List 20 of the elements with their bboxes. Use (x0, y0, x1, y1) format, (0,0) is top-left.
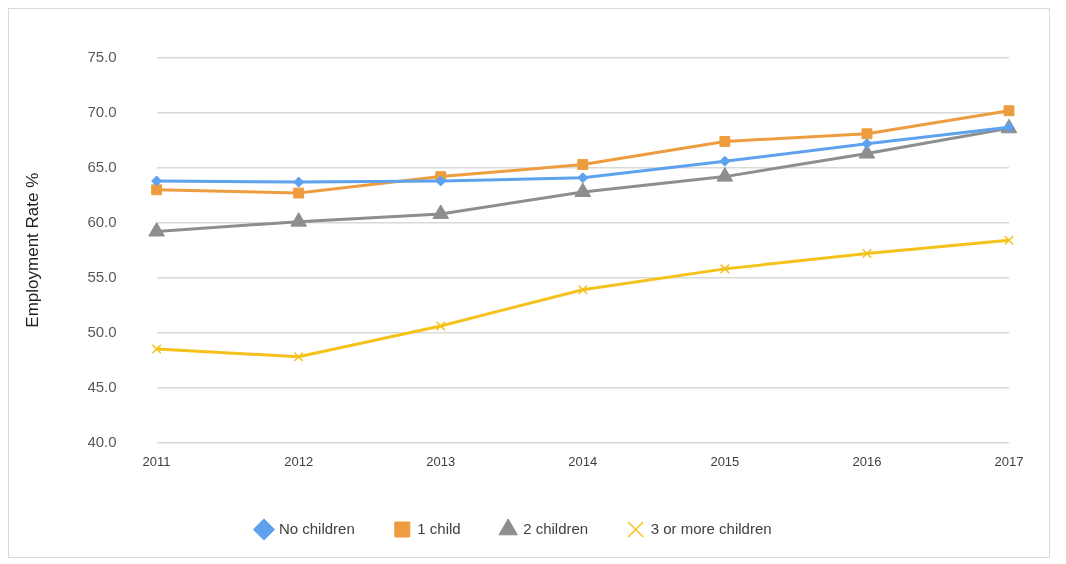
y-tick-label: 60.0 (87, 212, 117, 230)
x-tick-label: 2013 (426, 453, 456, 469)
x-tick-label: 2016 (852, 453, 882, 469)
y-tick-label: 50.0 (87, 322, 117, 340)
x-tick-label: 2011 (142, 453, 171, 469)
legend-label: No children (278, 519, 355, 537)
x-tick-label: 2017 (994, 453, 1024, 469)
y-tick-label: 40.0 (87, 432, 117, 450)
x-tick-label: 2014 (568, 453, 598, 469)
x-tick-label: 2015 (710, 453, 740, 469)
legend-label: 1 child (417, 519, 461, 537)
y-axis-title: Employment Rate % (22, 172, 42, 328)
y-tick-label: 65.0 (87, 157, 117, 175)
y-tick-label: 70.0 (87, 103, 117, 121)
legend-label: 2 children (523, 519, 589, 537)
legend-label: 3 or more children (650, 519, 772, 537)
y-tick-label: 55.0 (87, 267, 117, 285)
x-tick-label: 2012 (284, 453, 314, 469)
y-tick-label: 75.0 (87, 48, 117, 66)
y-tick-label: 45.0 (87, 377, 117, 395)
